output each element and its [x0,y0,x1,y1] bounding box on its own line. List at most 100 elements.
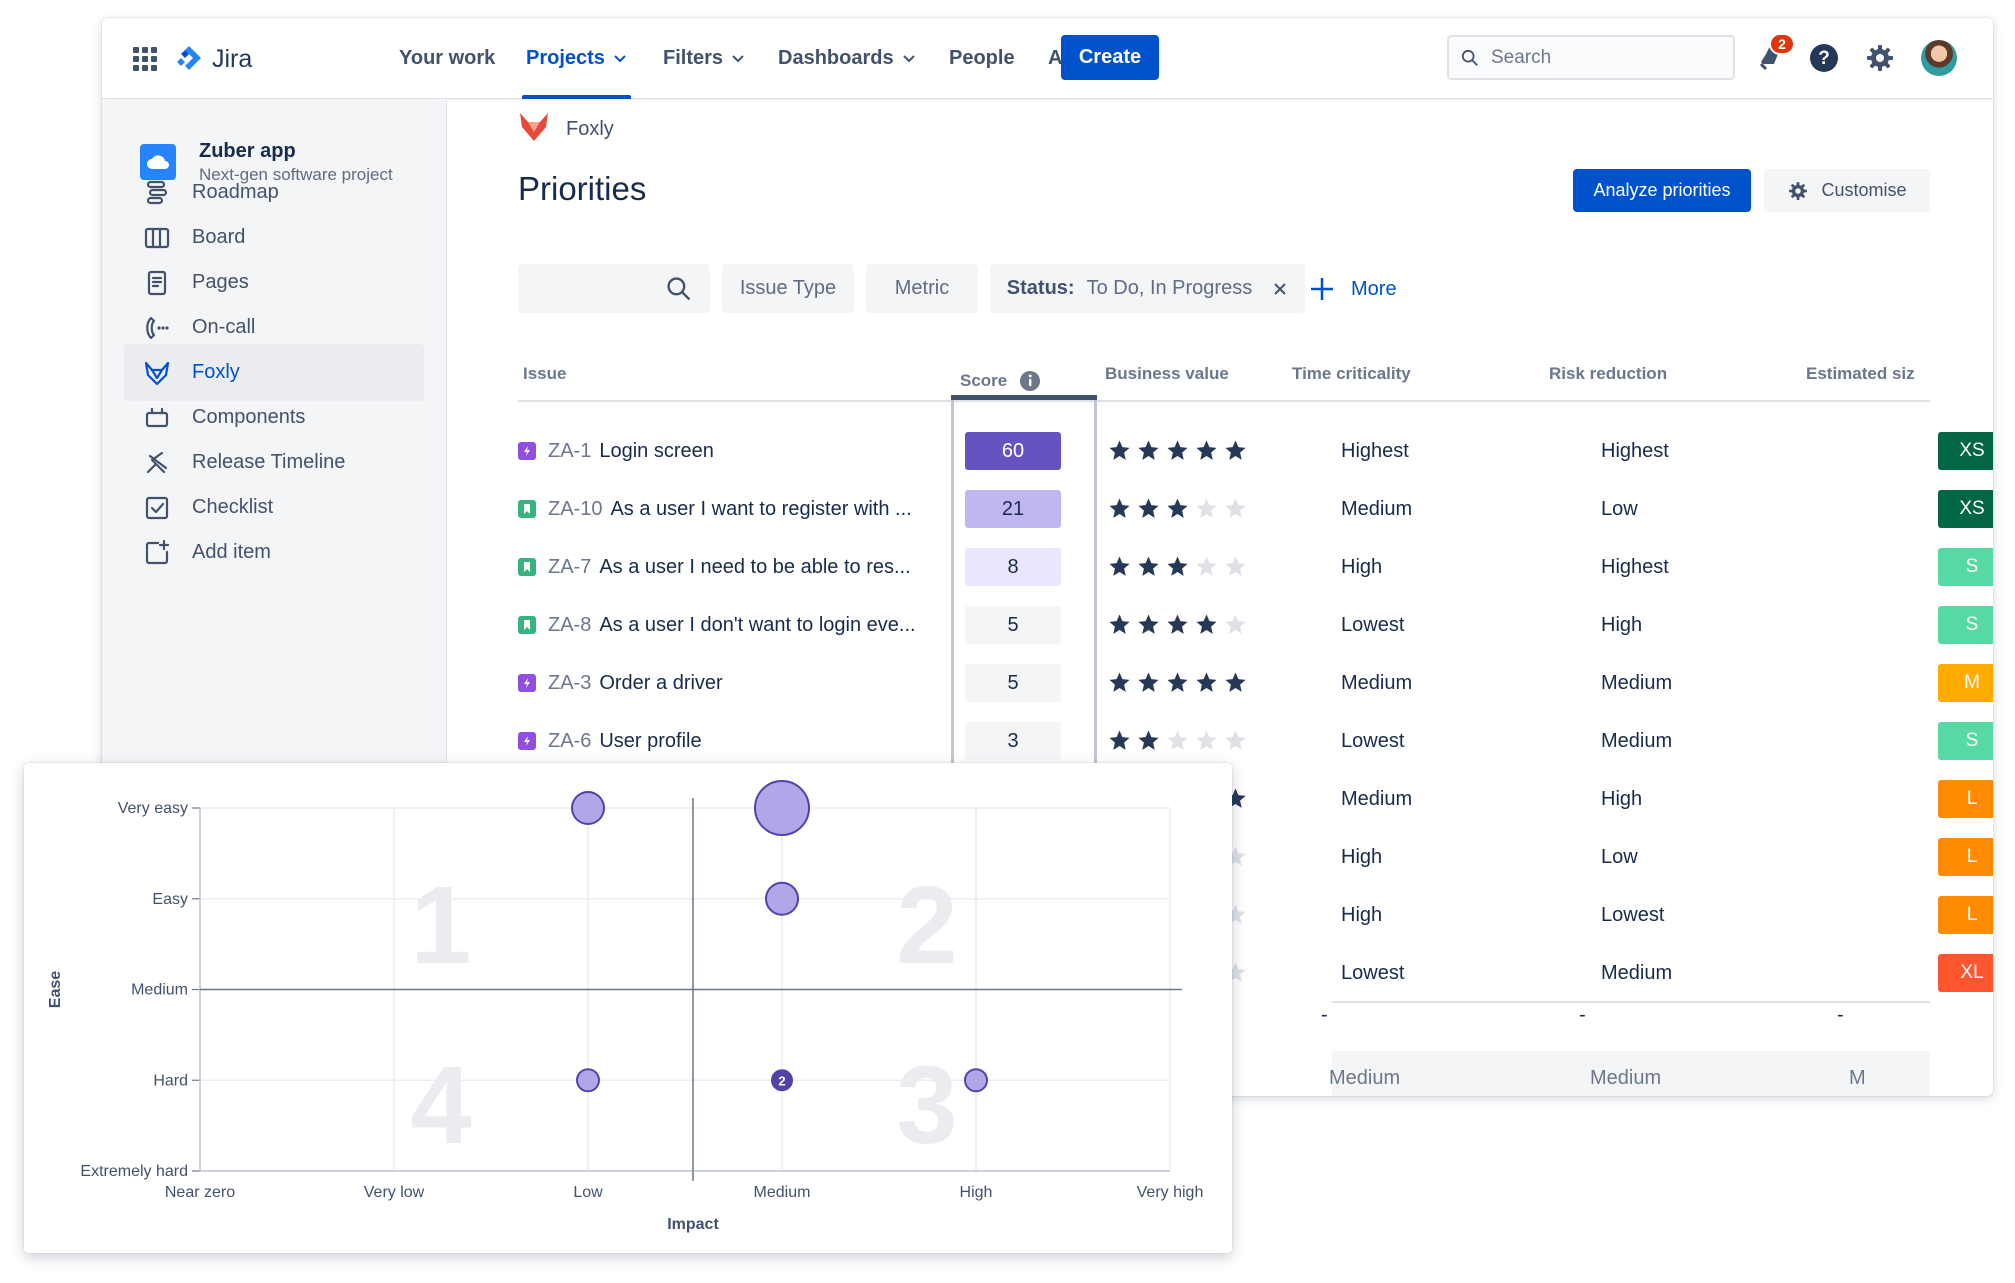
y-tick-label: Extremely hard [80,1163,188,1180]
issue-summary[interactable]: As a user I don't want to login eve... [599,613,916,636]
x-tick-label: Low [573,1184,603,1201]
nav-item-dashboards[interactable]: Dashboards [778,18,916,99]
nav-item-filters[interactable]: Filters [663,18,745,99]
business-value-rating[interactable] [1108,439,1247,462]
gear-icon [1789,181,1808,200]
estimated-size-badge: L [1938,896,1993,934]
issue-summary[interactable]: Login screen [599,439,714,462]
data-point[interactable] [754,780,810,836]
metric-filter[interactable]: Metric [866,264,978,313]
column-header-time-criticality[interactable]: Time criticality [1292,364,1411,383]
status-filter[interactable]: Status: To Do, In Progress [990,264,1305,313]
info-icon[interactable] [1019,370,1041,392]
risk-reduction-value: Low [1601,497,1638,520]
score-value: 8 [965,548,1061,586]
risk-reduction-value: Highest [1601,555,1669,578]
sidebar-item-add-item[interactable]: Add item [124,524,424,581]
issue-key[interactable]: ZA-10 [548,497,603,520]
table-row[interactable]: ZA-3 Order a driver 5 Medium Medium M [518,654,1993,712]
jira-logo[interactable]: Jira [174,42,252,76]
breadcrumb[interactable]: Foxly [566,118,614,140]
issue-key[interactable]: ZA-3 [548,671,592,694]
data-point[interactable] [576,1068,600,1093]
sidebar-item-foxly[interactable]: Foxly [124,344,424,401]
issue-key[interactable]: ZA-8 [548,613,592,636]
sidebar-item-on-call[interactable]: On-call [124,299,424,356]
issue-summary[interactable]: User profile [599,729,702,752]
table-row[interactable]: ZA-1 Login screen 60 Highest Highest XS [518,422,1993,480]
data-point[interactable] [964,1068,988,1093]
score-value: 21 [965,490,1061,528]
story-icon [518,616,536,634]
estimated-size-badge: XS [1938,490,1993,528]
sidebar-item-pages[interactable]: Pages [124,254,424,311]
more-label: More [1351,277,1397,300]
issue-cell[interactable]: ZA-1 Login screen [518,422,714,480]
business-value-rating[interactable] [1108,671,1247,694]
filter-search-input[interactable] [518,264,710,313]
column-header-score[interactable]: Score [960,370,1041,392]
score-header-label: Score [960,371,1008,390]
business-value-rating[interactable] [1108,497,1247,520]
issue-key[interactable]: ZA-1 [548,439,592,462]
pages-icon [147,270,167,295]
project-avatar-icon [140,144,176,180]
issue-cell[interactable]: ZA-3 Order a driver [518,654,723,712]
star-filled-icon [1196,440,1217,460]
nav-item-projects[interactable]: Projects [522,18,631,99]
issue-summary[interactable]: As a user I need to be able to res... [599,555,911,578]
business-value-rating[interactable] [1108,729,1247,752]
search-placeholder: Search [1491,46,1552,68]
customise-button[interactable]: Customise [1764,169,1930,212]
more-filters-button[interactable]: More [1307,272,1397,306]
average-business: Medium [1329,1066,1401,1089]
project-name[interactable]: Zuber app [199,140,296,162]
search-input[interactable]: Search [1447,35,1735,80]
table-row[interactable]: ZA-6 User profile 3 Lowest Medium S [518,712,1993,770]
settings-gear-icon[interactable] [1864,42,1896,74]
issue-cell[interactable]: ZA-6 User profile [518,712,702,770]
issue-type-filter[interactable]: Issue Type [722,264,854,313]
data-point[interactable] [771,1069,793,1092]
data-point[interactable] [765,881,799,916]
column-header-risk-reduction[interactable]: Risk reduction [1549,364,1668,383]
business-value-rating[interactable] [1108,555,1247,578]
analyze-priorities-button[interactable]: Analyze priorities [1573,169,1751,212]
create-button[interactable]: Create [1061,35,1159,80]
estimated-size-badge: L [1938,780,1993,818]
issue-summary[interactable]: As a user I want to register with ... [610,497,912,520]
app-switcher-icon[interactable] [133,47,157,71]
average-time: Medium [1590,1066,1662,1089]
column-header-issue[interactable]: Issue [523,364,567,383]
star-empty-icon [1225,730,1246,750]
help-icon[interactable]: ? [1808,42,1840,74]
estimated-size-badge: S [1938,722,1993,760]
issue-summary[interactable]: Order a driver [599,671,723,694]
issue-key[interactable]: ZA-7 [548,555,592,578]
sidebar-item-board[interactable]: Board [124,209,424,266]
issue-key[interactable]: ZA-6 [548,729,592,752]
column-header-business-value[interactable]: Business value [1105,364,1229,383]
nav-item-people[interactable]: People [949,18,1015,99]
table-row[interactable]: ZA-8 As a user I don't want to login eve.… [518,596,1993,654]
issue-cell[interactable]: ZA-7 As a user I need to be able to res..… [518,538,911,596]
business-value-rating[interactable] [1108,613,1247,636]
sidebar-item-components[interactable]: Components [124,389,424,446]
data-point[interactable] [571,791,605,825]
score-value: 5 [965,664,1061,702]
y-tick-label: Hard [153,1072,188,1089]
foxly-icon [144,361,170,385]
quadrant-2-label: 2 [896,864,957,987]
sidebar-item-checklist[interactable]: Checklist [124,479,424,536]
sidebar-item-roadmap[interactable]: Roadmap [124,164,424,221]
clear-filter-icon[interactable] [1272,281,1288,297]
table-row[interactable]: ZA-7 As a user I need to be able to res..… [518,538,1993,596]
issue-cell[interactable]: ZA-8 As a user I don't want to login eve.… [518,596,916,654]
nav-item-your-work[interactable]: Your work [399,18,495,99]
table-row[interactable]: ZA-10 As a user I want to register with .… [518,480,1993,538]
user-avatar[interactable] [1921,40,1957,76]
issue-cell[interactable]: ZA-10 As a user I want to register with .… [518,480,912,538]
column-header-estimated-size[interactable]: Estimated siz [1806,364,1915,383]
sidebar-item-release-timeline[interactable]: Release Timeline [124,434,424,491]
star-filled-icon [1138,498,1159,518]
